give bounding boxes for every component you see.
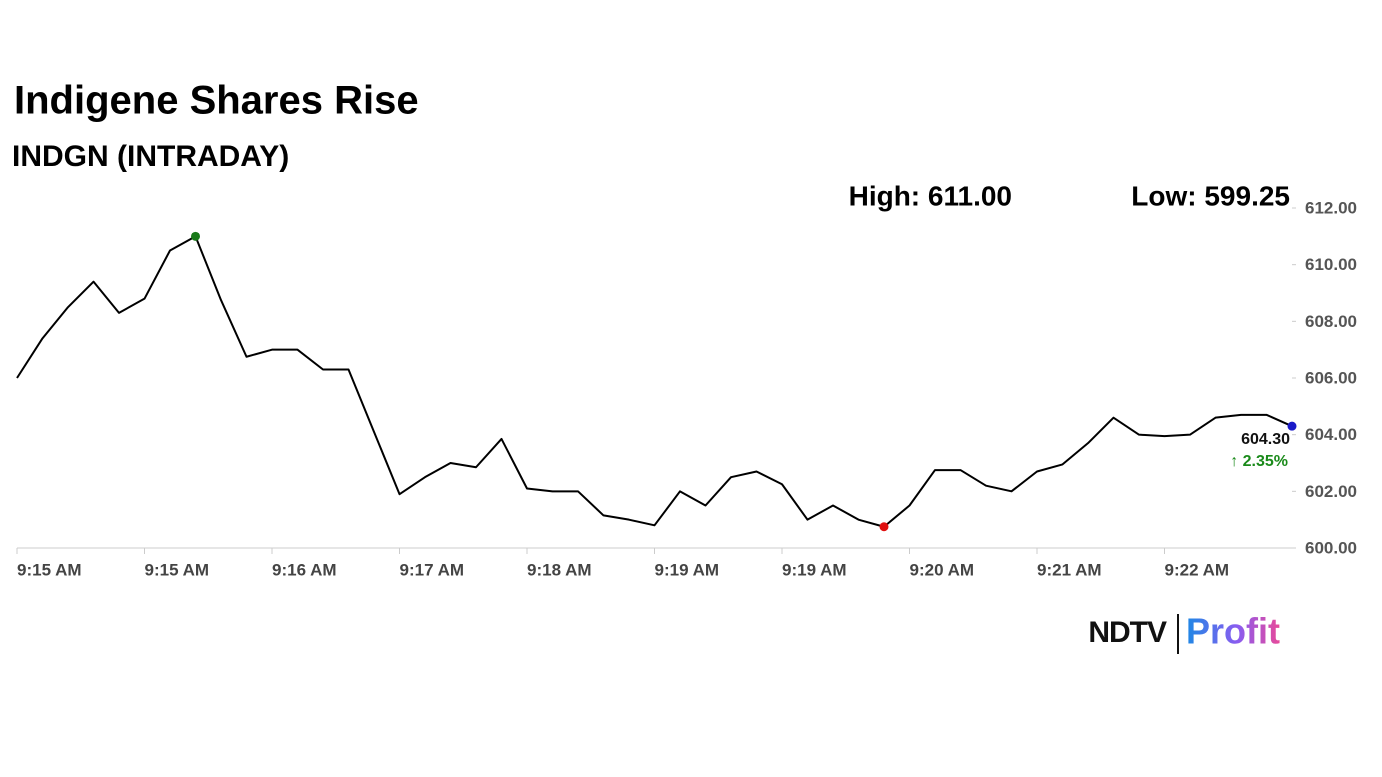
x-tick-label: 9:22 AM: [1165, 560, 1230, 579]
chart-subtitle: INDGN (INTRADAY): [12, 140, 289, 173]
y-tick-label: 602.00: [1305, 482, 1357, 501]
chart-title: Indigene Shares Rise: [14, 79, 419, 123]
x-tick-label: 9:21 AM: [1037, 560, 1102, 579]
x-tick-label: 9:15 AM: [145, 560, 210, 579]
low-label: Low: 599.25: [1131, 180, 1290, 211]
high-label: High: 611.00: [849, 180, 1012, 211]
x-tick-label: 9:20 AM: [910, 560, 975, 579]
y-tick-label: 604.00: [1305, 425, 1357, 444]
price-line: [16, 235, 1293, 528]
high-marker: [191, 231, 200, 241]
y-tick-label: 600.00: [1305, 538, 1357, 557]
x-tick-label: 9:16 AM: [272, 560, 337, 579]
low-marker: [879, 522, 889, 532]
change-label: ↑ 2.35%: [1230, 453, 1288, 470]
x-tick-label: 9:18 AM: [527, 560, 592, 579]
x-tick-label: 9:15 AM: [17, 560, 82, 579]
x-tick-label: 9:19 AM: [782, 560, 847, 579]
logo-ndtv: NDTV: [1088, 616, 1167, 649]
logo-profit: Profit: [1186, 611, 1280, 652]
y-tick-label: 608.00: [1305, 312, 1357, 331]
y-tick-label: 610.00: [1305, 255, 1357, 274]
last-marker: [1287, 421, 1297, 431]
x-tick-label: 9:17 AM: [400, 560, 465, 579]
y-tick-label: 606.00: [1305, 368, 1357, 387]
last-value-label: 604.30: [1241, 431, 1290, 448]
y-tick-label: 612.00: [1305, 198, 1357, 217]
x-tick-label: 9:19 AM: [655, 560, 720, 579]
